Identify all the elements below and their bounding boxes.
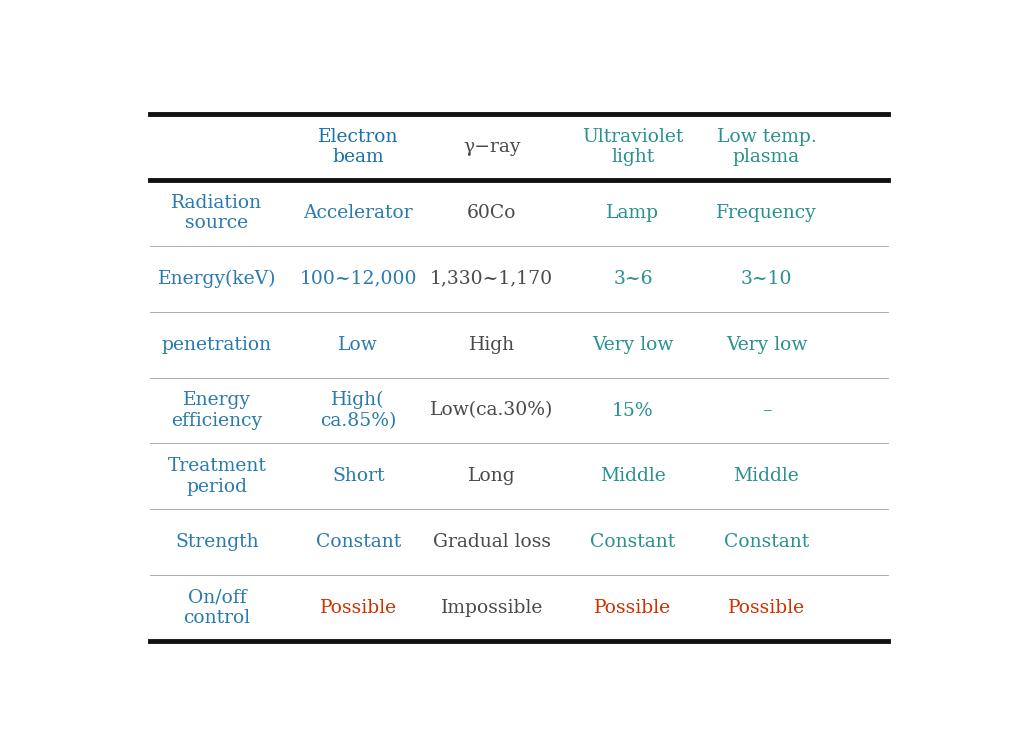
Text: Constant: Constant bbox=[724, 533, 809, 551]
Text: Very low: Very low bbox=[593, 336, 674, 354]
Text: 15%: 15% bbox=[612, 402, 653, 420]
Text: Accelerator: Accelerator bbox=[304, 204, 413, 222]
Text: Middle: Middle bbox=[600, 467, 666, 485]
Text: Possible: Possible bbox=[595, 599, 672, 617]
Text: 3~10: 3~10 bbox=[741, 270, 792, 288]
Text: Impossible: Impossible bbox=[441, 599, 543, 617]
Text: 100~12,000: 100~12,000 bbox=[300, 270, 417, 288]
Text: Low(ca.30%): Low(ca.30%) bbox=[430, 402, 553, 420]
Text: High: High bbox=[469, 336, 515, 354]
Text: High(
ca.85%): High( ca.85%) bbox=[320, 391, 396, 430]
Text: 60Co: 60Co bbox=[467, 204, 517, 222]
Text: Radiation
source: Radiation source bbox=[171, 194, 262, 233]
Text: Possible: Possible bbox=[320, 599, 397, 617]
Text: 1,330~1,170: 1,330~1,170 bbox=[431, 270, 553, 288]
Text: Possible: Possible bbox=[728, 599, 805, 617]
Text: Gradual loss: Gradual loss bbox=[433, 533, 551, 551]
Text: Low: Low bbox=[338, 336, 378, 354]
Text: 3~6: 3~6 bbox=[613, 270, 652, 288]
Text: Very low: Very low bbox=[725, 336, 807, 354]
Text: Treatment
period: Treatment period bbox=[167, 457, 266, 496]
Text: Lamp: Lamp bbox=[607, 204, 659, 222]
Text: Long: Long bbox=[468, 467, 516, 485]
Text: Constant: Constant bbox=[591, 533, 676, 551]
Text: Middle: Middle bbox=[733, 467, 799, 485]
Text: Short: Short bbox=[332, 467, 385, 485]
Text: Electron
beam: Electron beam bbox=[318, 127, 398, 166]
Text: –: – bbox=[762, 402, 771, 420]
Text: Constant: Constant bbox=[316, 533, 401, 551]
Text: γ−ray: γ−ray bbox=[463, 138, 521, 156]
Text: Energy
efficiency: Energy efficiency bbox=[171, 391, 262, 430]
Text: Strength: Strength bbox=[175, 533, 258, 551]
Text: On/off
control: On/off control bbox=[183, 589, 250, 627]
Text: Ultraviolet
light: Ultraviolet light bbox=[582, 127, 684, 166]
Text: penetration: penetration bbox=[162, 336, 271, 354]
Text: Low temp.
plasma: Low temp. plasma bbox=[716, 127, 816, 166]
Text: Energy(keV): Energy(keV) bbox=[158, 269, 277, 288]
Text: Frequency: Frequency bbox=[716, 204, 816, 222]
